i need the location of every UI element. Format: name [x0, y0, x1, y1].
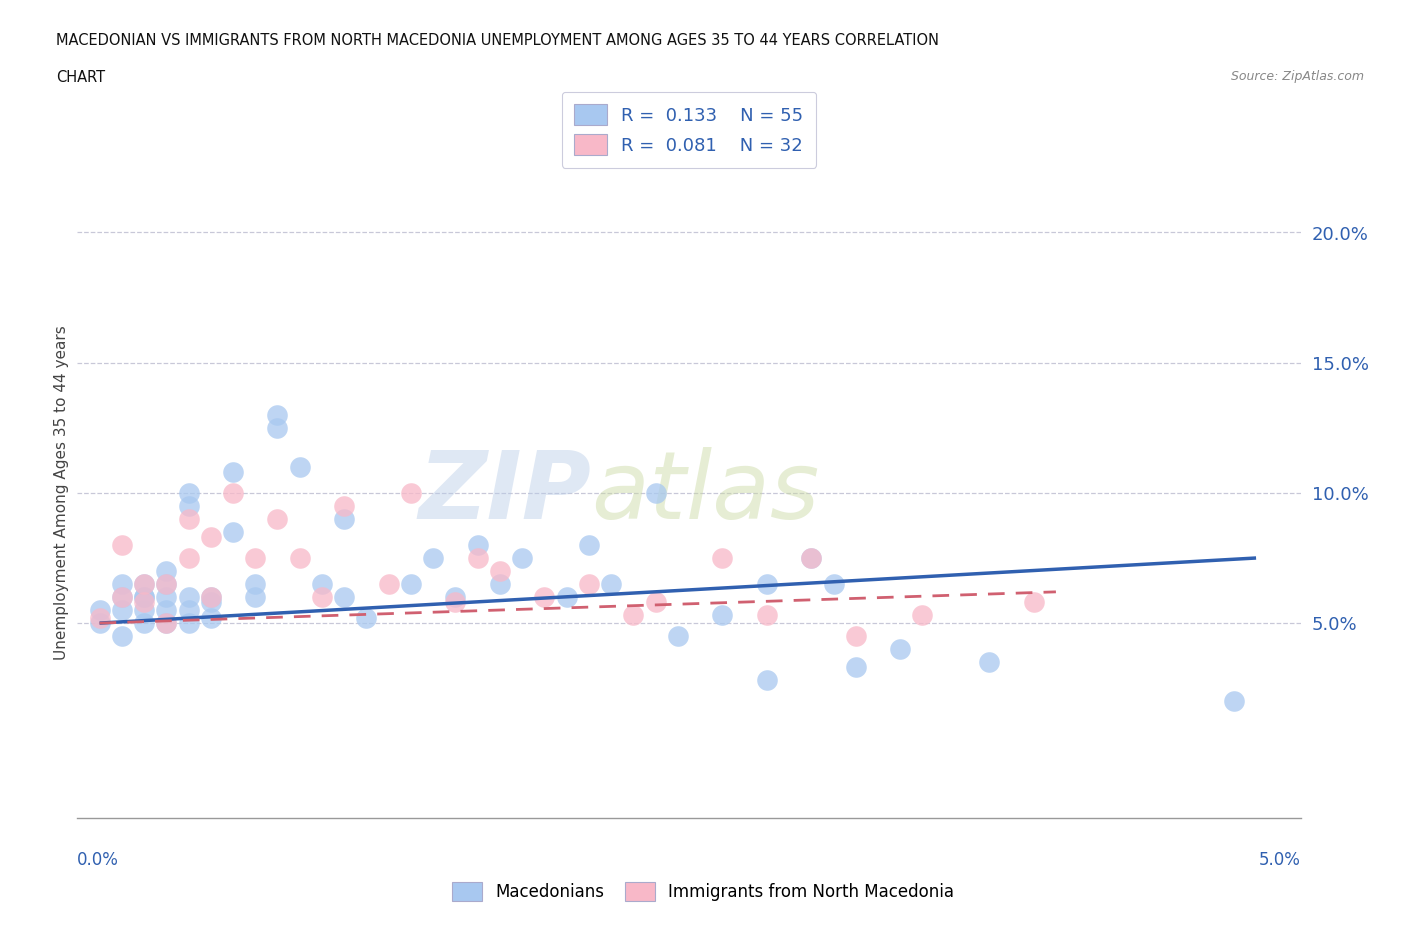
- Text: CHART: CHART: [56, 70, 105, 85]
- Point: [222, 465, 245, 480]
- Point: [578, 577, 600, 591]
- Point: [489, 577, 512, 591]
- Point: [1223, 694, 1246, 709]
- Point: [422, 551, 444, 565]
- Point: [311, 590, 333, 604]
- Point: [177, 485, 200, 500]
- Point: [600, 577, 623, 591]
- Point: [333, 590, 356, 604]
- Point: [845, 660, 868, 675]
- Point: [911, 608, 934, 623]
- Point: [823, 577, 845, 591]
- Point: [111, 577, 134, 591]
- Point: [555, 590, 578, 604]
- Point: [222, 525, 245, 539]
- Text: 5.0%: 5.0%: [1258, 851, 1301, 869]
- Point: [245, 577, 267, 591]
- Point: [111, 538, 134, 552]
- Text: 0.0%: 0.0%: [77, 851, 120, 869]
- Point: [245, 551, 267, 565]
- Point: [621, 608, 644, 623]
- Point: [510, 551, 533, 565]
- Point: [155, 564, 177, 578]
- Point: [356, 610, 378, 625]
- Y-axis label: Unemployment Among Ages 35 to 44 years: Unemployment Among Ages 35 to 44 years: [53, 326, 69, 660]
- Point: [800, 551, 823, 565]
- Point: [444, 590, 467, 604]
- Point: [222, 485, 245, 500]
- Point: [155, 616, 177, 631]
- Point: [755, 608, 778, 623]
- Point: [1022, 595, 1045, 610]
- Point: [132, 595, 155, 610]
- Point: [155, 590, 177, 604]
- Point: [266, 512, 288, 526]
- Point: [111, 590, 134, 604]
- Point: [533, 590, 555, 604]
- Point: [711, 608, 734, 623]
- Point: [155, 616, 177, 631]
- Point: [889, 642, 911, 657]
- Point: [644, 485, 666, 500]
- Text: ZIP: ZIP: [418, 447, 591, 538]
- Point: [200, 590, 222, 604]
- Text: Source: ZipAtlas.com: Source: ZipAtlas.com: [1230, 70, 1364, 83]
- Point: [467, 538, 489, 552]
- Legend: Macedonians, Immigrants from North Macedonia: Macedonians, Immigrants from North Maced…: [446, 875, 960, 908]
- Point: [155, 603, 177, 618]
- Point: [711, 551, 734, 565]
- Point: [89, 616, 111, 631]
- Point: [245, 590, 267, 604]
- Point: [399, 577, 422, 591]
- Point: [311, 577, 333, 591]
- Point: [177, 551, 200, 565]
- Point: [200, 595, 222, 610]
- Point: [444, 595, 467, 610]
- Point: [177, 590, 200, 604]
- Point: [177, 512, 200, 526]
- Point: [177, 498, 200, 513]
- Point: [89, 610, 111, 625]
- Point: [489, 564, 512, 578]
- Point: [288, 459, 311, 474]
- Point: [399, 485, 422, 500]
- Point: [333, 498, 356, 513]
- Point: [132, 616, 155, 631]
- Point: [845, 629, 868, 644]
- Point: [111, 629, 134, 644]
- Point: [177, 616, 200, 631]
- Point: [755, 577, 778, 591]
- Point: [266, 420, 288, 435]
- Point: [132, 603, 155, 618]
- Point: [132, 590, 155, 604]
- Point: [132, 577, 155, 591]
- Point: [200, 530, 222, 545]
- Point: [377, 577, 399, 591]
- Point: [200, 590, 222, 604]
- Point: [132, 590, 155, 604]
- Point: [89, 603, 111, 618]
- Point: [333, 512, 356, 526]
- Point: [467, 551, 489, 565]
- Point: [200, 610, 222, 625]
- Point: [266, 407, 288, 422]
- Point: [288, 551, 311, 565]
- Point: [155, 577, 177, 591]
- Text: atlas: atlas: [591, 447, 820, 538]
- Point: [644, 595, 666, 610]
- Point: [177, 603, 200, 618]
- Point: [800, 551, 823, 565]
- Point: [666, 629, 689, 644]
- Point: [755, 673, 778, 688]
- Point: [111, 603, 134, 618]
- Legend: R =  0.133    N = 55, R =  0.081    N = 32: R = 0.133 N = 55, R = 0.081 N = 32: [562, 92, 815, 167]
- Point: [155, 577, 177, 591]
- Point: [132, 577, 155, 591]
- Point: [979, 655, 1001, 670]
- Point: [111, 590, 134, 604]
- Point: [578, 538, 600, 552]
- Text: MACEDONIAN VS IMMIGRANTS FROM NORTH MACEDONIA UNEMPLOYMENT AMONG AGES 35 TO 44 Y: MACEDONIAN VS IMMIGRANTS FROM NORTH MACE…: [56, 33, 939, 47]
